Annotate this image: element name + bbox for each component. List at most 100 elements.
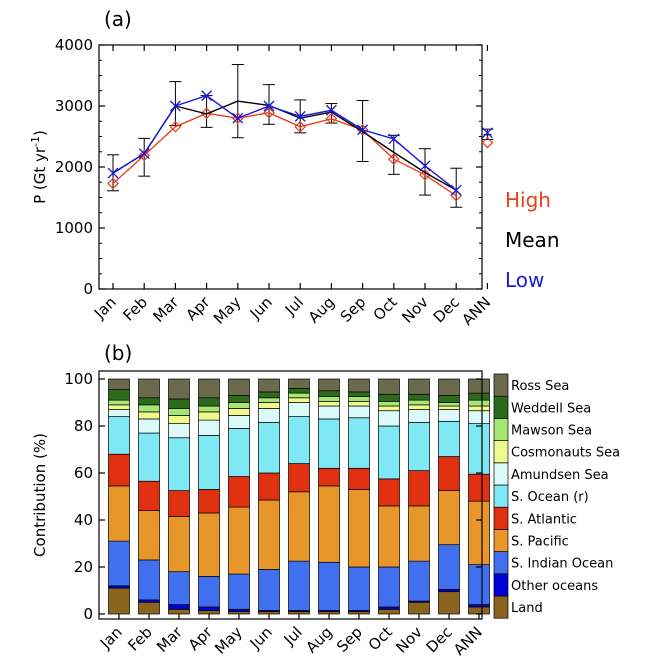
bar-segment	[438, 544, 460, 590]
bar-segment	[198, 435, 220, 490]
bar-segment	[138, 404, 160, 413]
bar-segment	[288, 463, 310, 493]
bar-segment	[108, 409, 130, 417]
bar-segment	[108, 389, 130, 401]
x-tick-label: Jan	[96, 623, 126, 653]
bar-segment	[348, 378, 370, 393]
bar-segment	[348, 489, 370, 568]
legend-entry-mean: Mean	[505, 228, 560, 252]
legend-swatch-mawson-sea	[493, 418, 509, 441]
y-tick-label: 0	[83, 605, 93, 623]
legend-label: Other oceans	[511, 579, 598, 594]
bar-segment	[288, 392, 310, 399]
bar-segment	[168, 604, 190, 610]
bar-segment	[378, 400, 400, 407]
bar-segment	[228, 428, 250, 477]
bar-segment	[138, 559, 160, 601]
bar-segment	[318, 400, 340, 407]
bar-segment	[378, 606, 400, 610]
bar-segment	[168, 408, 190, 416]
bar-segment	[258, 568, 280, 611]
data-point-low	[388, 133, 400, 145]
bar-segment	[228, 408, 250, 416]
bar-segment	[198, 419, 220, 436]
panel-b-plot-area	[98, 370, 483, 620]
data-point-high	[200, 107, 213, 120]
panel-b-legend: Land Other oceans S. Indian Ocean S. Pacifi…	[493, 373, 620, 619]
legend-swatch-other-oceans	[493, 573, 509, 597]
bar-segment	[468, 405, 490, 412]
legend-swatch-cosmonauts-sea	[493, 440, 509, 464]
bar-segment	[468, 410, 490, 425]
legend-label: S. Indian Ocean	[511, 557, 613, 572]
bar-segment	[138, 411, 160, 420]
x-tick-label: ANN	[450, 623, 486, 658]
data-point-low	[325, 104, 337, 116]
bar-segment	[138, 601, 160, 615]
y-tick-label: 4000	[55, 36, 93, 54]
data-point-high	[294, 120, 307, 133]
x-tick-label: Jul	[280, 623, 306, 649]
bar-segment	[318, 390, 340, 397]
bar-segment	[468, 500, 490, 566]
bar-segment	[378, 378, 400, 395]
bar-segment	[378, 608, 400, 615]
legend-swatch-s-atlantic	[493, 506, 509, 530]
x-tick-label: Mar	[153, 623, 186, 656]
bar-segment	[438, 588, 460, 593]
x-tick-label: Sep	[333, 623, 366, 656]
x-tick-label: ANN	[458, 293, 494, 329]
bar-segment	[318, 561, 340, 611]
y-tick-label: 1000	[55, 219, 93, 237]
bar-segment	[288, 416, 310, 464]
bar-segment	[288, 397, 310, 403]
bar-segment	[408, 404, 430, 410]
bar-segment	[258, 408, 280, 423]
bar-segment	[438, 456, 460, 491]
bar-segment	[288, 388, 310, 394]
data-point-high	[387, 153, 400, 165]
bar-segment	[408, 393, 430, 401]
bar-segment	[138, 397, 160, 406]
bar-segment	[108, 587, 130, 615]
bar-segment	[318, 378, 340, 392]
bar-segment	[468, 423, 490, 475]
y-tick-label: 20	[74, 558, 93, 576]
bar-segment	[438, 405, 460, 410]
panel-a-y-axis: 0 1000 2000 3000 4000	[55, 36, 482, 298]
bar-segment	[108, 399, 130, 406]
bar-segment	[408, 378, 430, 395]
bar-segment	[438, 409, 460, 422]
panel-b-label: (b)	[104, 341, 132, 365]
bar-segment	[438, 378, 460, 396]
bar-segment	[228, 402, 250, 409]
bar-segment	[348, 566, 370, 611]
bar-segment	[468, 378, 490, 394]
data-point-low	[357, 124, 369, 136]
bar-segment	[198, 606, 220, 611]
bar-segment	[318, 611, 340, 615]
bar-segment	[408, 409, 430, 423]
data-point-high	[325, 112, 338, 125]
x-tick-label: Apr	[185, 623, 217, 655]
legend-label: S. Atlantic	[511, 512, 577, 527]
x-tick-label: Dec	[423, 623, 456, 656]
bar-segment	[348, 467, 370, 490]
bar-segment	[318, 467, 340, 487]
bar-segment	[138, 432, 160, 482]
x-tick-label: Mar	[149, 293, 182, 326]
bar-segment	[408, 601, 430, 615]
bar-segment	[198, 397, 220, 407]
panel-b-y-axis: 0 20 40 60 80 100	[64, 370, 482, 623]
bar-segment	[258, 397, 280, 403]
bar-segment	[348, 611, 370, 615]
bar-segment	[258, 611, 280, 615]
bar-segment	[168, 608, 190, 615]
bar-segment	[408, 422, 430, 472]
x-tick-label: Jun	[246, 623, 276, 653]
x-tick-label: Feb	[124, 623, 156, 655]
bar-segment	[198, 405, 220, 413]
x-tick-label: Jun	[246, 293, 276, 323]
